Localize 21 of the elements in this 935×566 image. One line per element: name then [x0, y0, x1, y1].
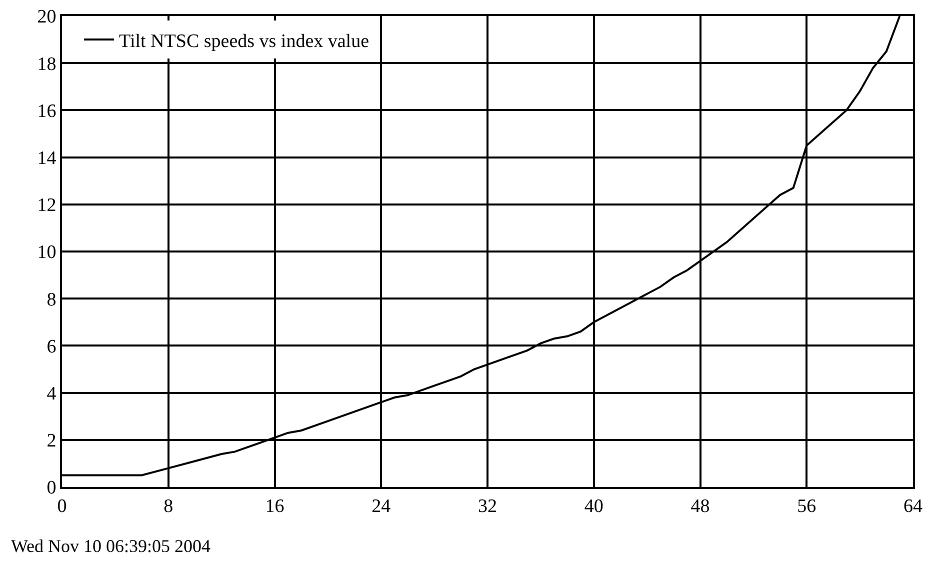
x-tick-label: 64 [904, 496, 923, 517]
x-tick-label: 56 [797, 496, 816, 517]
x-tick-label: 48 [690, 496, 710, 517]
x-tick-label: 16 [265, 496, 284, 517]
y-tick-label: 4 [46, 383, 57, 404]
y-tick-label: 2 [46, 430, 56, 452]
y-tick-label: 8 [46, 289, 56, 310]
legend-label: Tilt NTSC speeds vs index value [119, 30, 370, 52]
y-tick-label: 0 [46, 478, 56, 499]
x-tick-label: 40 [584, 496, 604, 517]
y-tick-label: 18 [37, 54, 56, 75]
text: Wed Nov 10 06:39:05 2004 [11, 536, 211, 556]
y-tick-label: 16 [37, 100, 56, 122]
y-tick-label: 12 [37, 195, 56, 216]
x-tick-label: 24 [372, 496, 392, 517]
x-tick-label: 32 [478, 496, 497, 517]
x-tick-label: 8 [164, 496, 174, 517]
y-tick-label: 20 [37, 6, 56, 28]
y-tick-label: 10 [37, 242, 56, 264]
y-tick-label: 14 [37, 148, 57, 169]
y-tick-label: 6 [46, 336, 56, 358]
